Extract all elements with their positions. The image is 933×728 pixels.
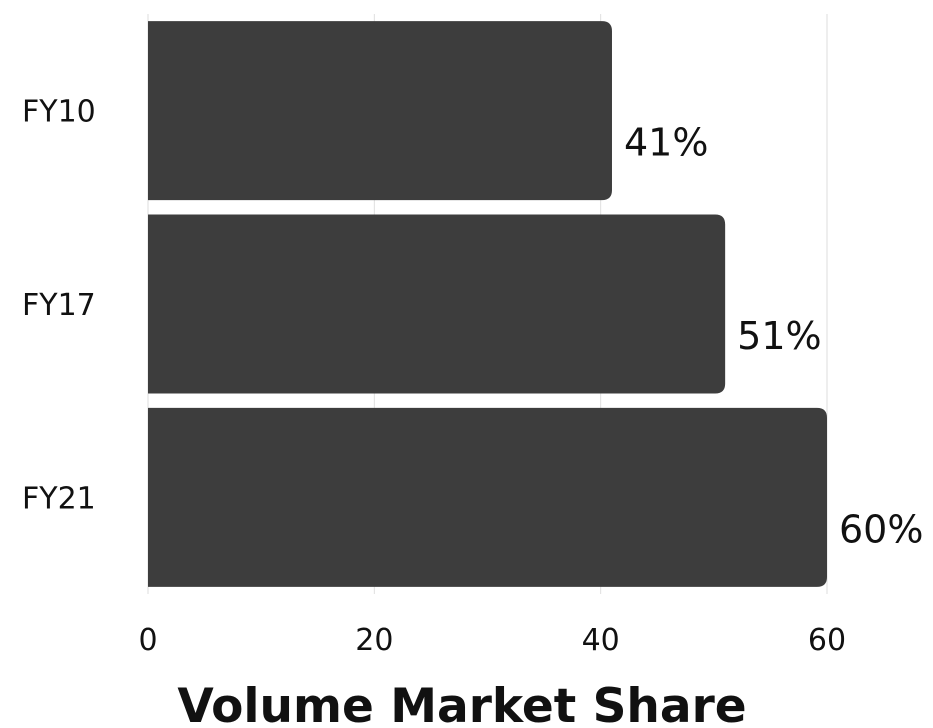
x-tick-label-60: 60: [808, 623, 846, 658]
x-tick-label-40: 40: [582, 623, 620, 658]
category-label-fy21: FY21: [22, 481, 96, 516]
category-label-fy10: FY10: [22, 95, 96, 130]
x-tick-label-20: 20: [355, 623, 393, 658]
bar-fy17: [148, 214, 726, 394]
x-axis-tick-labels: 0 20 40 60: [138, 623, 846, 658]
category-label-fy17: FY17: [22, 288, 96, 323]
x-axis-title: Volume Market Share: [177, 679, 746, 728]
bar-fy10: [148, 21, 612, 201]
value-labels: 41% 51% 60%: [624, 121, 923, 552]
value-label-fy17: 51%: [737, 314, 821, 358]
value-label-fy10: 41%: [624, 121, 708, 165]
value-label-fy21: 60%: [839, 507, 923, 551]
bar-series: [148, 21, 827, 587]
category-labels: FY10 FY17 FY21: [22, 95, 96, 517]
x-tick-label-0: 0: [138, 623, 157, 658]
bar-fy21: [148, 407, 827, 587]
